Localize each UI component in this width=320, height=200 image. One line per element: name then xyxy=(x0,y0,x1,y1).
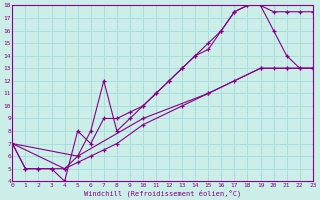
X-axis label: Windchill (Refroidissement éolien,°C): Windchill (Refroidissement éolien,°C) xyxy=(84,189,241,197)
